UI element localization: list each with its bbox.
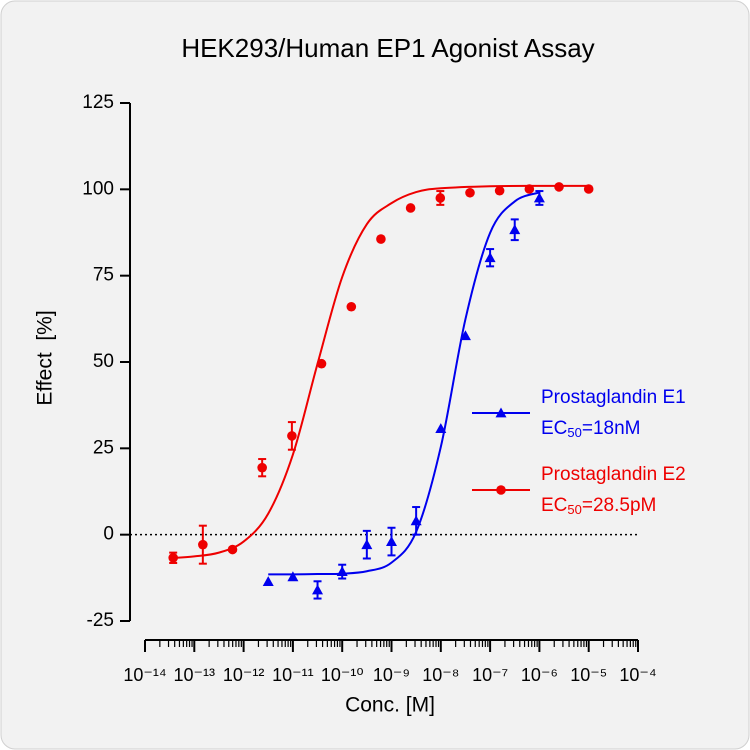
x-tick-label: 10⁻¹¹ (272, 665, 314, 685)
data-point (346, 301, 357, 312)
data-point (533, 192, 545, 203)
legend-ec50-part: 50 (567, 425, 581, 440)
data-point (494, 185, 505, 196)
data-point (361, 539, 373, 550)
data-point (287, 431, 297, 441)
y-tick-label: 25 (93, 437, 114, 458)
data-point (459, 330, 471, 341)
data-point (376, 234, 386, 244)
legend-ec50-part: EC (541, 418, 567, 439)
data-point (509, 224, 521, 235)
legend-ec50: EC50=18nM (541, 418, 641, 440)
data-point (386, 536, 397, 546)
data-point (316, 358, 327, 369)
data-point (227, 544, 238, 555)
legend-ec50-part: =28.5pM (582, 495, 656, 516)
x-tick-label: 10⁻⁵ (570, 665, 607, 685)
data-point (287, 571, 299, 582)
data-point (435, 423, 447, 434)
x-tick-label: 10⁻¹² (223, 665, 265, 685)
x-tick-label: 10⁻¹³ (174, 665, 216, 685)
data-point (262, 576, 274, 587)
legend-label: Prostaglandin E1 (541, 387, 686, 408)
data-point (410, 515, 422, 526)
data-point (257, 462, 267, 473)
x-tick-label: 10⁻⁹ (373, 665, 410, 685)
data-point (168, 553, 178, 563)
legend-label: Prostaglandin E2 (541, 464, 686, 485)
data-point (405, 203, 416, 213)
chart-title: HEK293/Human EP1 Agonist Assay (181, 33, 594, 63)
x-tick-label: 10⁻¹⁴ (123, 665, 166, 685)
data-point (484, 252, 496, 263)
data-point (336, 566, 348, 577)
y-tick-label: 50 (93, 351, 114, 372)
y-tick-label: 100 (82, 178, 114, 199)
legend-ec50-part: 50 (567, 502, 581, 517)
legend-ec50-part: =18nM (582, 418, 641, 439)
data-point (198, 539, 208, 550)
legend-ec50-part: EC (541, 495, 567, 516)
y-tick-label: -25 (87, 610, 114, 631)
x-tick-label: 10⁻¹⁰ (321, 665, 364, 685)
x-tick-label: 10⁻⁶ (521, 665, 558, 685)
x-tick-label: 10⁻⁴ (619, 665, 656, 685)
legend-marker (496, 485, 506, 495)
data-point (465, 187, 475, 198)
x-tick-label: 10⁻⁷ (472, 665, 508, 685)
y-tick-label: 75 (93, 265, 114, 286)
y-tick-label: 0 (103, 524, 114, 545)
data-point (583, 184, 594, 194)
x-tick-label: 10⁻⁸ (422, 665, 459, 685)
data-point (554, 182, 564, 192)
x-axis-label: Conc. [M] (345, 694, 435, 717)
y-tick-label: 125 (82, 92, 114, 113)
data-point (312, 584, 324, 595)
y-axis-label: Effect [%] (34, 310, 57, 405)
data-point (435, 193, 446, 203)
legend-marker (495, 407, 507, 418)
legend-ec50: EC50=28.5pM (541, 495, 656, 517)
data-point (524, 184, 535, 194)
